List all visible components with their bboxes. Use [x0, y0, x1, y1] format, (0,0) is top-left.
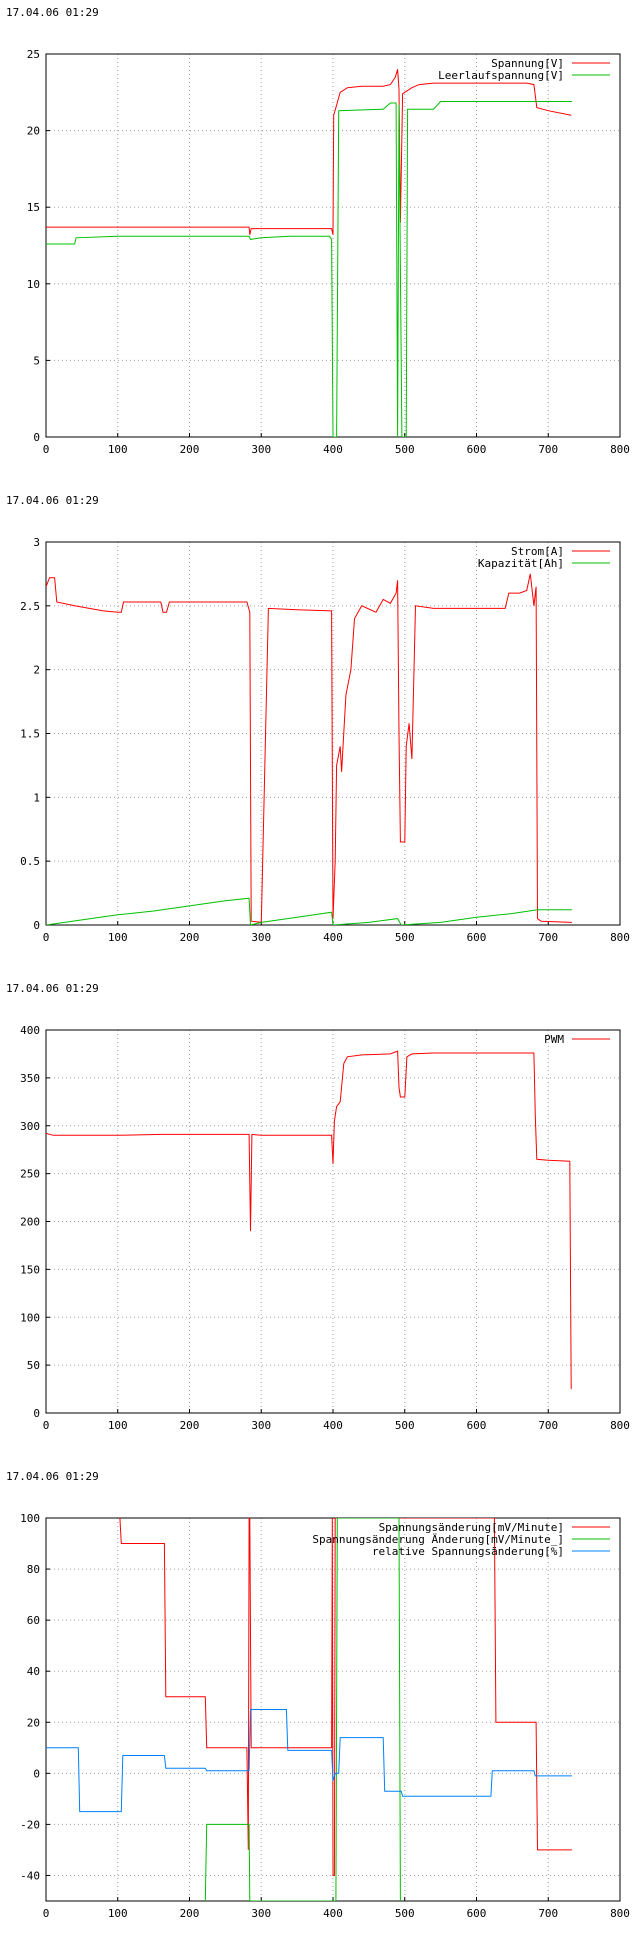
- y-tick-label: 300: [20, 1120, 40, 1133]
- y-tick-label: 3: [33, 536, 40, 549]
- legend-label: Kapazität[Ah]: [478, 557, 564, 570]
- x-tick-label: 0: [43, 931, 50, 944]
- x-tick-label: 200: [180, 931, 200, 944]
- chart-voltage: 0 100 200 300 400 500 600 700 800 0 5 10 15 20 25 Spann…: [27, 48, 630, 456]
- chart-pwm: 0 100 200 300 400 500 600 700 800 0 50 100 150 200 250…: [20, 1024, 630, 1432]
- x-tick-label: 0: [43, 1419, 50, 1432]
- y-tick-label: 0: [33, 919, 40, 932]
- legend-label: Strom[A]: [511, 545, 564, 558]
- timestamp: 17.04.06 01:29: [6, 982, 99, 995]
- y-tick-label: 20: [27, 1716, 40, 1729]
- y-tick-label: -20: [20, 1818, 40, 1831]
- y-tick-label: 400: [20, 1024, 40, 1037]
- legend-label: relative Spannungsänderung[%]: [372, 1545, 564, 1558]
- y-tick-label: 1.5: [20, 728, 40, 741]
- y-tick-label: 1: [33, 791, 40, 804]
- y-tick-label: 150: [20, 1263, 40, 1276]
- series-line-0: [119, 1518, 572, 1876]
- x-tick-label: 0: [43, 443, 50, 456]
- y-tick-label: 100: [20, 1311, 40, 1324]
- x-tick-label: 500: [395, 931, 415, 944]
- x-tick-label: 200: [180, 443, 200, 456]
- y-tick-label: 0: [33, 431, 40, 444]
- y-tick-label: 250: [20, 1168, 40, 1181]
- x-tick-label: 400: [323, 931, 343, 944]
- timestamp: 17.04.06 01:29: [6, 1470, 99, 1483]
- y-tick-label: 80: [27, 1563, 40, 1576]
- series-line-1: [46, 897, 572, 925]
- x-tick-label: 0: [43, 1907, 50, 1920]
- y-tick-label: 25: [27, 48, 40, 61]
- x-tick-label: 200: [180, 1907, 200, 1920]
- legend-label: Spannung[V]: [491, 57, 564, 70]
- x-tick-label: 800: [610, 931, 630, 944]
- x-tick-label: 700: [538, 931, 558, 944]
- series-line-1: [46, 101, 572, 437]
- legend-label: Spannungsänderung[mV/Minute]: [379, 1521, 564, 1534]
- y-tick-label: -40: [20, 1869, 40, 1882]
- x-tick-label: 300: [251, 1419, 271, 1432]
- chart-panel-voltage: 17.04.06 01:29 0 100 200 300 400 500 600 700 800…: [0, 0, 640, 480]
- plot-frame: [45, 1029, 621, 1414]
- x-tick-label: 500: [395, 443, 415, 456]
- x-tick-label: 300: [251, 931, 271, 944]
- chart-voltage-change: 0 100 200 300 400 500 600 700 800 -40 -20 0 20 40 60 80…: [20, 1512, 630, 1920]
- y-tick-label: 50: [27, 1359, 40, 1372]
- y-tick-label: 20: [27, 125, 40, 138]
- legend-label: PWM: [544, 1033, 564, 1046]
- x-tick-label: 300: [251, 1907, 271, 1920]
- y-tick-label: 10: [27, 278, 40, 291]
- chart-panel-current: 17.04.06 01:29 0 100 200 300 400 500 600 700 800…: [0, 488, 640, 968]
- x-tick-label: 500: [395, 1907, 415, 1920]
- x-tick-label: 800: [610, 443, 630, 456]
- x-tick-label: 100: [108, 443, 128, 456]
- x-tick-label: 600: [467, 931, 487, 944]
- x-tick-label: 400: [323, 1419, 343, 1432]
- y-tick-label: 350: [20, 1072, 40, 1085]
- series-line-0: [46, 573, 572, 923]
- legend-label: Leerlaufspannung[V]: [438, 69, 564, 82]
- x-tick-label: 400: [323, 443, 343, 456]
- x-tick-label: 100: [108, 931, 128, 944]
- y-tick-label: 0: [33, 1407, 40, 1420]
- legend-label: Spannungsänderung Änderung[mV/Minute_]: [312, 1533, 564, 1546]
- y-tick-label: 60: [27, 1614, 40, 1627]
- x-tick-label: 100: [108, 1419, 128, 1432]
- y-tick-label: 0: [33, 1767, 40, 1780]
- chart-current: 0 100 200 300 400 500 600 700 800 0 0.5 1 1.5 2 2.5 3 St…: [20, 536, 630, 944]
- series-line-0: [46, 1050, 572, 1390]
- series-line-1: [204, 1518, 401, 1901]
- x-tick-label: 400: [323, 1907, 343, 1920]
- y-tick-label: 0.5: [20, 855, 40, 868]
- x-tick-label: 600: [467, 443, 487, 456]
- x-tick-label: 800: [610, 1419, 630, 1432]
- x-tick-label: 700: [538, 1419, 558, 1432]
- y-tick-label: 5: [33, 354, 40, 367]
- x-tick-label: 600: [467, 1419, 487, 1432]
- x-tick-label: 200: [180, 1419, 200, 1432]
- x-tick-label: 700: [538, 1907, 558, 1920]
- x-tick-label: 700: [538, 443, 558, 456]
- y-tick-label: 2: [33, 664, 40, 677]
- y-tick-label: 100: [20, 1512, 40, 1525]
- chart-panel-voltage-change: 17.04.06 01:29 0 100 200 300 400 500 600 700 800…: [0, 1464, 640, 1944]
- x-tick-label: 500: [395, 1419, 415, 1432]
- chart-panel-pwm: 17.04.06 01:29 0 100 200 300 400 500 600 700 800…: [0, 976, 640, 1456]
- timestamp: 17.04.06 01:29: [6, 494, 99, 507]
- x-tick-label: 100: [108, 1907, 128, 1920]
- timestamp: 17.04.06 01:29: [6, 6, 99, 19]
- y-tick-label: 200: [20, 1216, 40, 1229]
- y-tick-label: 40: [27, 1665, 40, 1678]
- x-tick-label: 300: [251, 443, 271, 456]
- y-tick-label: 15: [27, 201, 40, 214]
- series-line-0: [46, 69, 572, 235]
- y-tick-label: 2.5: [20, 600, 40, 613]
- series-line-2: [46, 1709, 572, 1813]
- x-tick-label: 600: [467, 1907, 487, 1920]
- x-tick-label: 800: [610, 1907, 630, 1920]
